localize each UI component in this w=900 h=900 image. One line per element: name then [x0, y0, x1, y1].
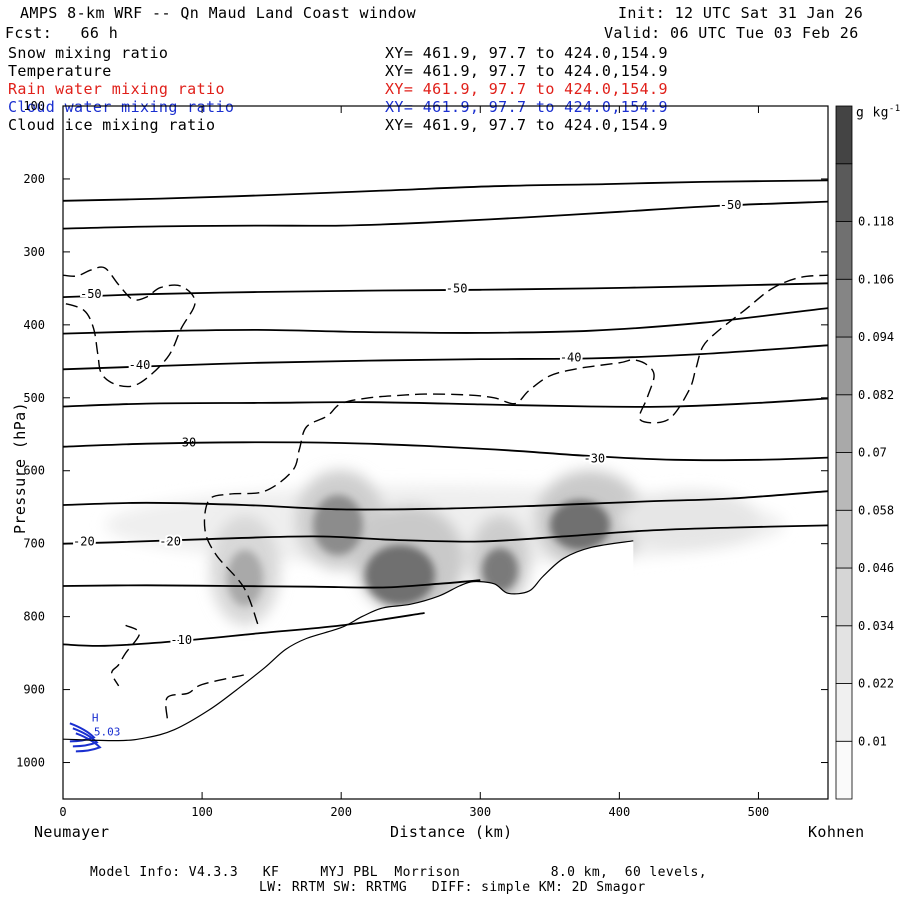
temperature-contour [63, 200, 828, 230]
contour-label: -50 [80, 287, 102, 301]
legend-field-xy: XY= 461.9, 97.7 to 424.0,154.9 [385, 62, 668, 80]
model-info-line2: LW: RRTM SW: RRTMG DIFF: simple KM: 2D S… [259, 880, 646, 895]
colorbar-label: 0.022 [858, 677, 894, 691]
x-left-endpoint: Neumayer [34, 823, 110, 841]
cloud-water-contour [69, 722, 96, 743]
legend-field-xy: XY= 461.9, 97.7 to 424.0,154.9 [385, 98, 668, 116]
colorbar-label: 0.058 [858, 503, 894, 517]
x-tick-label: 200 [330, 805, 352, 819]
y-tick-label: 100 [23, 99, 45, 113]
legend-field-xy: XY= 461.9, 97.7 to 424.0,154.9 [385, 116, 668, 134]
colorbar-label: 0.106 [858, 272, 894, 286]
cloud-water-contour [72, 727, 99, 748]
colorbar-label: 0.094 [858, 330, 894, 344]
forecast-hour: Fcst: 66 h [5, 24, 119, 42]
colorbar-unit: g kg-1 [856, 104, 900, 121]
x-tick-label: 300 [469, 805, 491, 819]
colorbar-bin [835, 509, 853, 569]
y-axis-label: Pressure (hPa) [11, 401, 30, 535]
contour-label: -10 [170, 633, 192, 647]
y-tick-label: 600 [23, 464, 45, 478]
contour-label: -30 [583, 451, 605, 465]
cloud-water-contour [75, 732, 102, 753]
temperature-contour [63, 307, 828, 335]
temperature-contour [63, 282, 828, 298]
colorbar-label: 0.046 [858, 561, 894, 575]
contour-label: -40 [129, 358, 151, 372]
legend-field-name: Cloud water mixing ratio [8, 98, 235, 116]
temperature-contour [63, 524, 828, 545]
x-right-endpoint: Kohnen [808, 823, 865, 841]
legend-field-name: Rain water mixing ratio [8, 80, 225, 98]
contour-label: -20 [73, 534, 95, 548]
x-tick-label: 0 [59, 805, 66, 819]
colorbar-label: 0.034 [858, 619, 894, 633]
legend-field-name: Cloud ice mixing ratio [8, 116, 216, 134]
y-tick-label: 900 [23, 683, 45, 697]
y-tick-label: 400 [23, 318, 45, 332]
y-tick-label: 300 [23, 245, 45, 259]
contour-label: -20 [159, 534, 181, 548]
temperature-contour [63, 441, 828, 462]
y-tick-label: 800 [23, 610, 45, 624]
legend-field-name: Temperature [8, 62, 112, 80]
temperature-contour [63, 579, 481, 589]
contour-label: -50 [720, 198, 742, 212]
legend-field-xy: XY= 461.9, 97.7 to 424.0,154.9 [385, 80, 668, 98]
temperature-contour [63, 612, 425, 647]
legend-field-xy: XY= 461.9, 97.7 to 424.0,154.9 [385, 44, 668, 62]
plot-frame [62, 105, 829, 800]
contour-label: -40 [560, 351, 582, 365]
colorbar-bin [835, 740, 853, 800]
colorbar-bin [835, 221, 853, 280]
temperature-contour [63, 490, 828, 511]
colorbar-bin [835, 163, 853, 222]
y-tick-label: 1000 [16, 756, 45, 770]
colorbar-label: 0.118 [858, 215, 894, 229]
colorbar-bin [835, 567, 853, 627]
colorbar-bin [835, 336, 853, 396]
chart-title: AMPS 8-km WRF -- Qn Maud Land Coast wind… [20, 4, 417, 22]
valid-time: Valid: 06 UTC Tue 03 Feb 26 [604, 24, 859, 42]
x-axis-label: Distance (km) [390, 823, 513, 841]
cloud-water-label: 5.03 [94, 725, 121, 738]
x-tick-label: 400 [609, 805, 631, 819]
temperature-contour [63, 179, 828, 202]
cloud-water-high: H [92, 711, 99, 724]
ice-contour [165, 674, 244, 719]
y-tick-label: 200 [23, 172, 45, 186]
x-tick-label: 100 [191, 805, 213, 819]
legend-field-name: Snow mixing ratio [8, 44, 169, 62]
colorbar-label: 0.082 [858, 388, 894, 402]
temperature-contour [63, 344, 828, 371]
y-tick-label: 500 [23, 391, 45, 405]
colorbar-bin [835, 683, 853, 742]
colorbar-bin [835, 105, 853, 165]
terrain-line [63, 540, 634, 742]
contour-label: -50 [446, 281, 468, 295]
ice-contour [63, 266, 196, 388]
colorbar-label: 0.01 [858, 734, 887, 748]
y-tick-label: 700 [23, 537, 45, 551]
ice-contour [110, 624, 141, 687]
colorbar-bin [835, 278, 853, 338]
init-time: Init: 12 UTC Sat 31 Jan 26 [618, 4, 864, 22]
temperature-contour [63, 397, 828, 408]
colorbar-bin [835, 452, 853, 511]
model-info-line1: Model Info: V4.3.3 KF MYJ PBL Morrison 8… [90, 865, 707, 880]
terrain-mask [63, 540, 634, 799]
colorbar-label: 0.07 [858, 446, 887, 460]
ice-contour [203, 274, 828, 625]
x-tick-label: 500 [748, 805, 770, 819]
colorbar-bin [835, 394, 853, 453]
colorbar-bin [835, 625, 853, 684]
